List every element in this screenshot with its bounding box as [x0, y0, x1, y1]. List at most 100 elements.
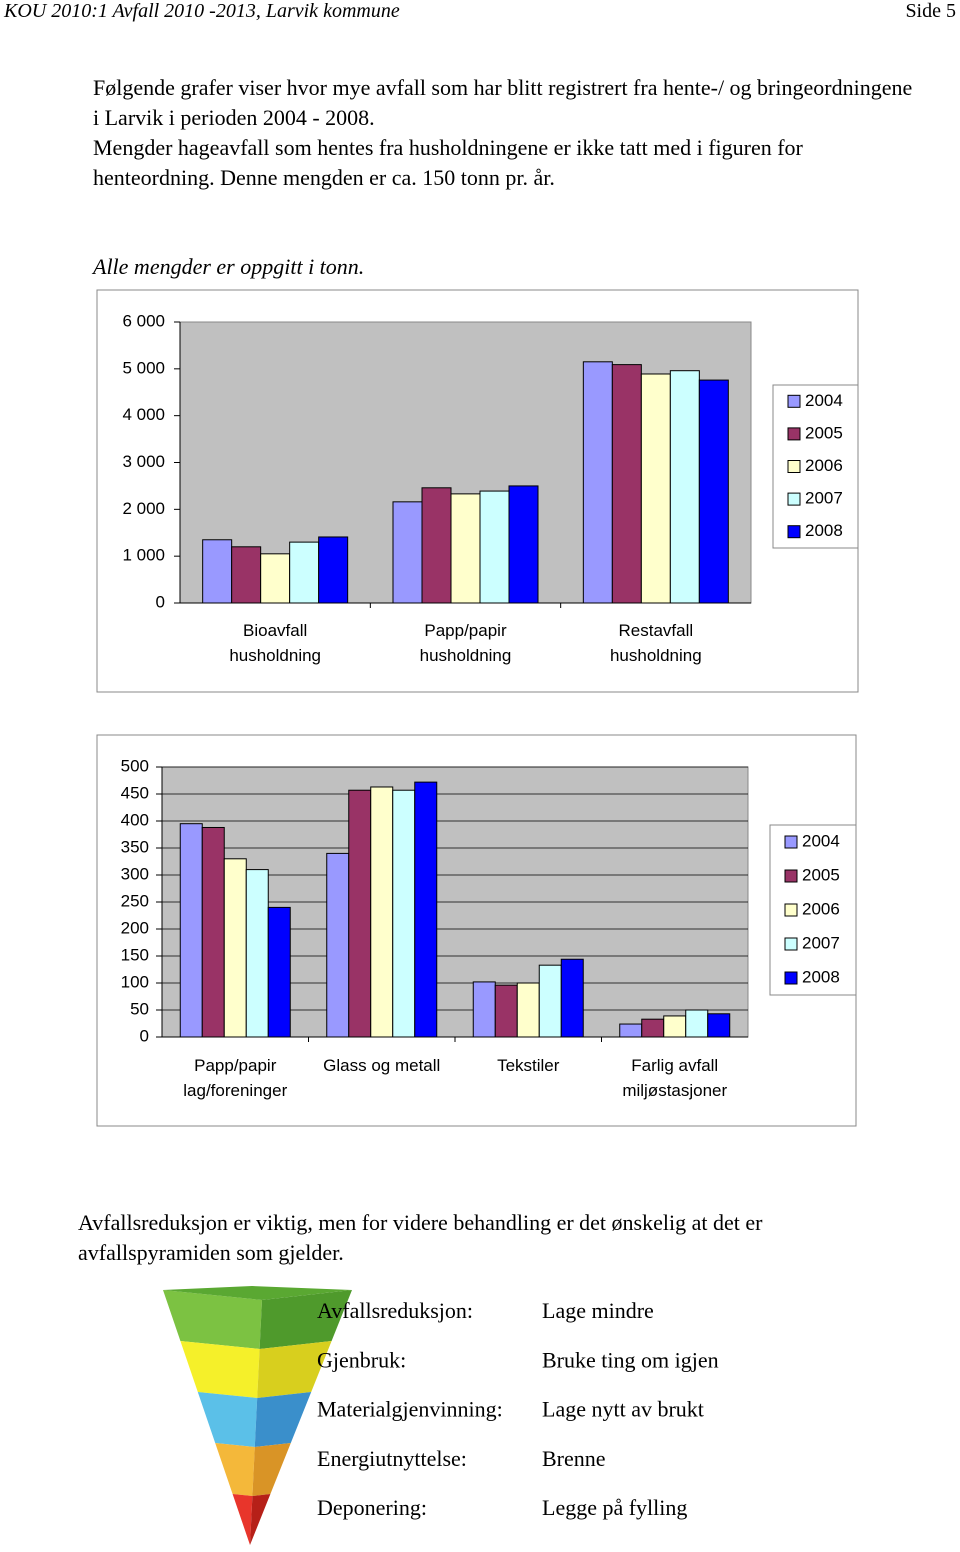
legend-label: 2004 — [805, 391, 843, 410]
legend-swatch — [787, 394, 801, 408]
legend-swatch — [787, 427, 801, 441]
bar — [392, 789, 416, 1038]
legend-swatch — [787, 525, 801, 539]
y-tick-label: 6 000 — [122, 311, 165, 330]
y-tick-label: 250 — [121, 891, 149, 910]
bar — [414, 781, 438, 1038]
bar — [348, 789, 372, 1038]
y-tick-label: 3 000 — [122, 452, 165, 471]
bar — [641, 1018, 665, 1038]
legend-swatch — [784, 869, 798, 883]
pyramid-level: Avfallsreduksjon: — [317, 1298, 473, 1323]
bar — [392, 501, 423, 604]
legend-label: 2008 — [802, 967, 840, 986]
legend-box — [769, 824, 857, 996]
x-tick-label: Bioavfall husholdning — [229, 621, 322, 665]
pyramid-left — [197, 1392, 258, 1447]
legend-box — [772, 384, 859, 549]
pyramid-left — [215, 1443, 255, 1496]
bar — [560, 958, 584, 1038]
legend-label: 2005 — [805, 423, 843, 442]
intro: Følgende grafer viser hvor mye avfall so… — [93, 73, 913, 193]
x-tick-label: Glass og metall — [323, 1056, 441, 1075]
outro: Avfallsreduksjon er viktig, men for vide… — [78, 1210, 763, 1265]
y-tick-label: 150 — [121, 945, 149, 964]
pyramid-level: Energiutnyttelse: — [317, 1446, 467, 1471]
bar — [201, 826, 225, 1038]
x-tick-label: Farlig avfall miljøstasjoner — [622, 1056, 728, 1100]
bar — [619, 1023, 643, 1038]
y-tick-label: 5 000 — [122, 358, 165, 377]
bar — [669, 370, 700, 604]
pyramid-description: Brenne — [542, 1446, 606, 1471]
header-title: KOU 2010:1 Avfall 2010 -2013, Larvik kom… — [4, 0, 400, 22]
bar — [479, 490, 510, 604]
bar — [370, 786, 394, 1038]
bar — [707, 1013, 731, 1038]
y-tick-label: 300 — [121, 864, 149, 883]
legend-swatch — [784, 937, 798, 951]
bar — [267, 906, 291, 1038]
y-tick-label: 1 000 — [122, 546, 165, 565]
legend-swatch — [784, 835, 798, 849]
legend-label: 2007 — [805, 489, 843, 508]
x-tick-label: Restavfall husholdning — [609, 621, 702, 665]
legend-swatch — [784, 903, 798, 917]
legend-label: 2005 — [802, 865, 840, 884]
legend-swatch — [787, 492, 801, 506]
y-tick-label: 450 — [121, 783, 149, 802]
bar — [640, 373, 671, 604]
bar — [516, 982, 540, 1038]
pyramid-right — [254, 1392, 312, 1447]
bar — [231, 546, 262, 604]
bar — [179, 823, 203, 1038]
bar — [698, 379, 729, 604]
pyramid-right — [259, 1290, 352, 1349]
bar — [245, 869, 269, 1038]
y-tick-label: 500 — [121, 756, 149, 775]
y-tick-label: 0 — [140, 1026, 149, 1045]
pyramid-right — [252, 1443, 291, 1496]
legend-label: 2006 — [802, 899, 840, 918]
pyramid-right — [250, 1494, 271, 1545]
category-label-box: Papp/papir lag/foreninger — [183, 1056, 287, 1100]
pyramid-left — [163, 1290, 262, 1349]
note: Alle mengder er oppgitt i tonn. — [93, 254, 365, 279]
pyramid-description: Lage mindre — [542, 1298, 654, 1323]
bar — [494, 984, 518, 1038]
category-label-box: Farlig avfall miljøstasjoner — [622, 1056, 728, 1100]
bar — [202, 539, 233, 604]
intro-line: Følgende grafer viser hvor mye avfall so… — [93, 75, 913, 130]
bar — [260, 553, 291, 604]
bar — [421, 487, 452, 604]
y-tick-label: 2 000 — [122, 499, 165, 518]
pyramid-right — [257, 1341, 332, 1398]
bar — [663, 1015, 687, 1038]
pyramid-left — [232, 1494, 253, 1545]
bar — [326, 852, 350, 1038]
bar — [289, 541, 320, 604]
bar — [582, 361, 613, 604]
pyramid-description: Bruke ting om igjen — [542, 1347, 719, 1372]
bar — [538, 964, 562, 1038]
pyramid-description: Lage nytt av brukt — [542, 1397, 704, 1422]
category-label-box: Glass og metall — [323, 1056, 441, 1075]
x-tick-label: Papp/papir husholdning — [419, 621, 512, 665]
y-tick-label: 400 — [121, 810, 149, 829]
y-tick-label: 0 — [156, 592, 165, 611]
pyramid-description: Legge på fylling — [542, 1495, 687, 1520]
pyramid-top — [163, 1286, 352, 1300]
y-tick-label: 200 — [121, 918, 149, 937]
bar — [611, 364, 642, 604]
category-label-box: Bioavfall husholdning — [229, 621, 322, 665]
y-tick-label: 4 000 — [122, 405, 165, 424]
x-tick-label: Tekstiler — [497, 1056, 560, 1075]
page-number: Side 5 — [905, 0, 956, 22]
pyramid-level: Materialgjenvinning: — [317, 1397, 503, 1422]
category-label-box: Papp/papir husholdning — [419, 621, 512, 665]
y-tick-label: 50 — [130, 999, 149, 1018]
bar — [685, 1009, 709, 1038]
bar — [450, 493, 481, 604]
legend-label: 2004 — [802, 831, 840, 850]
